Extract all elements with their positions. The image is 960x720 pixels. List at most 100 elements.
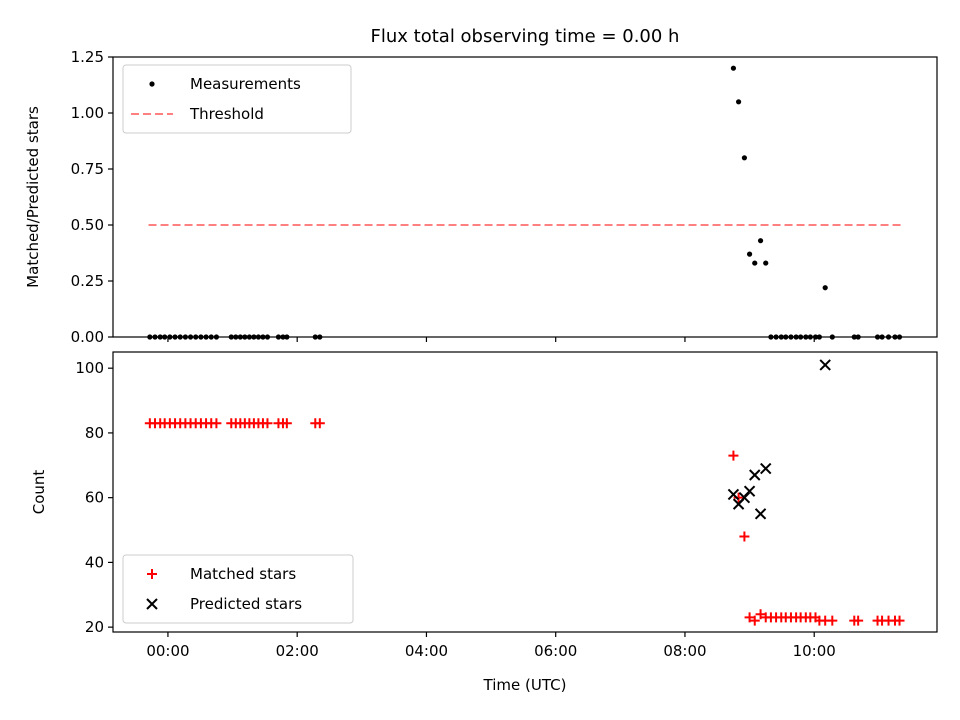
data-point	[193, 334, 199, 340]
data-point	[752, 260, 758, 266]
data-point	[749, 615, 760, 626]
data-point	[827, 615, 838, 626]
data-point	[741, 155, 748, 161]
y-tick-label: 0.25	[71, 272, 104, 290]
data-point	[778, 334, 784, 340]
data-point	[260, 334, 266, 340]
data-point	[896, 334, 903, 340]
data-point	[152, 334, 158, 340]
data-point	[284, 334, 290, 340]
x-tick-label: 10:00	[793, 642, 836, 660]
legend-label: Threshold	[189, 105, 264, 123]
y-tick-label: 1.25	[71, 48, 104, 66]
data-point	[182, 334, 188, 340]
y-axis-label: Count	[30, 470, 48, 515]
data-point	[819, 359, 831, 371]
data-point	[743, 485, 756, 497]
data-point	[255, 334, 262, 340]
legend-marker-matched	[147, 569, 157, 579]
data-point	[728, 450, 739, 461]
data-point	[829, 334, 835, 340]
data-point	[768, 334, 774, 340]
x-tick-label: 08:00	[663, 642, 706, 660]
data-point	[177, 334, 183, 340]
data-point	[237, 334, 243, 340]
legend-marker-measurements	[149, 81, 155, 87]
legend-box	[122, 64, 352, 134]
data-point	[773, 334, 779, 340]
data-point	[211, 418, 222, 429]
data-point	[754, 508, 767, 520]
data-point	[312, 334, 318, 340]
data-point	[763, 260, 769, 266]
data-point	[812, 334, 819, 340]
data-point	[262, 418, 273, 429]
data-point	[242, 334, 248, 340]
legend-label: Matched stars	[190, 565, 296, 583]
data-point	[314, 418, 325, 429]
data-point	[275, 334, 282, 340]
y-tick-label: 100	[75, 359, 104, 377]
data-point	[760, 462, 772, 475]
y-tick-label: 40	[85, 553, 104, 571]
data-point	[172, 334, 178, 340]
plot-frame	[112, 56, 938, 338]
data-point	[187, 334, 194, 340]
y-tick-label: 0.00	[71, 328, 104, 346]
data-point	[746, 251, 753, 257]
data-point	[874, 334, 881, 340]
x-tick-label: 02:00	[276, 642, 319, 660]
data-point	[203, 334, 209, 340]
data-point	[730, 65, 737, 71]
data-point	[228, 334, 234, 340]
data-point	[783, 334, 789, 340]
x-tick-label: 00:00	[146, 642, 189, 660]
x-tick-label: 06:00	[534, 642, 577, 660]
data-point	[281, 418, 292, 429]
data-point	[739, 531, 750, 542]
y-tick-label: 0.50	[71, 216, 104, 234]
y-tick-label: 1.00	[71, 104, 104, 122]
legend-marker-predicted	[146, 598, 158, 610]
data-point	[892, 334, 898, 340]
data-point	[855, 334, 861, 340]
y-tick-label: 0.75	[71, 160, 104, 178]
data-point	[788, 334, 794, 340]
data-point	[885, 334, 892, 340]
bottom-panel: 20 40 60 80 100 00:00 02:00 04:00 06:00 08:00 10:0…	[30, 351, 938, 660]
data-point	[744, 612, 755, 623]
data-point	[807, 334, 813, 340]
x-axis-label: Time (UTC)	[483, 676, 567, 694]
data-point	[251, 334, 257, 340]
data-point	[851, 334, 857, 340]
data-point	[162, 334, 168, 340]
data-point	[798, 334, 804, 340]
data-point	[894, 615, 905, 626]
data-point	[317, 334, 323, 340]
data-point	[208, 334, 214, 340]
data-point	[167, 334, 173, 340]
plot-frame	[112, 351, 938, 633]
data-point	[157, 334, 163, 340]
data-point	[879, 334, 885, 340]
data-point	[246, 334, 252, 340]
top-panel: 0.00 0.25 0.50 0.75 1.00 1.25 Matched/Predicte…	[24, 48, 938, 346]
y-tick-label: 60	[85, 489, 104, 507]
data-point	[147, 334, 153, 340]
data-point	[735, 99, 742, 105]
data-point	[264, 334, 271, 340]
chart-title: Flux total observing time = 0.00 h	[371, 26, 680, 47]
data-point	[803, 334, 809, 340]
data-point	[755, 609, 766, 620]
data-point	[793, 334, 799, 340]
data-point	[816, 334, 822, 340]
data-point	[853, 615, 864, 626]
data-point	[198, 334, 204, 340]
legend-label: Predicted stars	[190, 595, 302, 613]
data-point	[727, 488, 740, 501]
data-point	[822, 285, 828, 291]
data-point	[757, 238, 764, 244]
data-point	[749, 469, 761, 481]
y-axis-label: Matched/Predicted stars	[24, 106, 42, 288]
